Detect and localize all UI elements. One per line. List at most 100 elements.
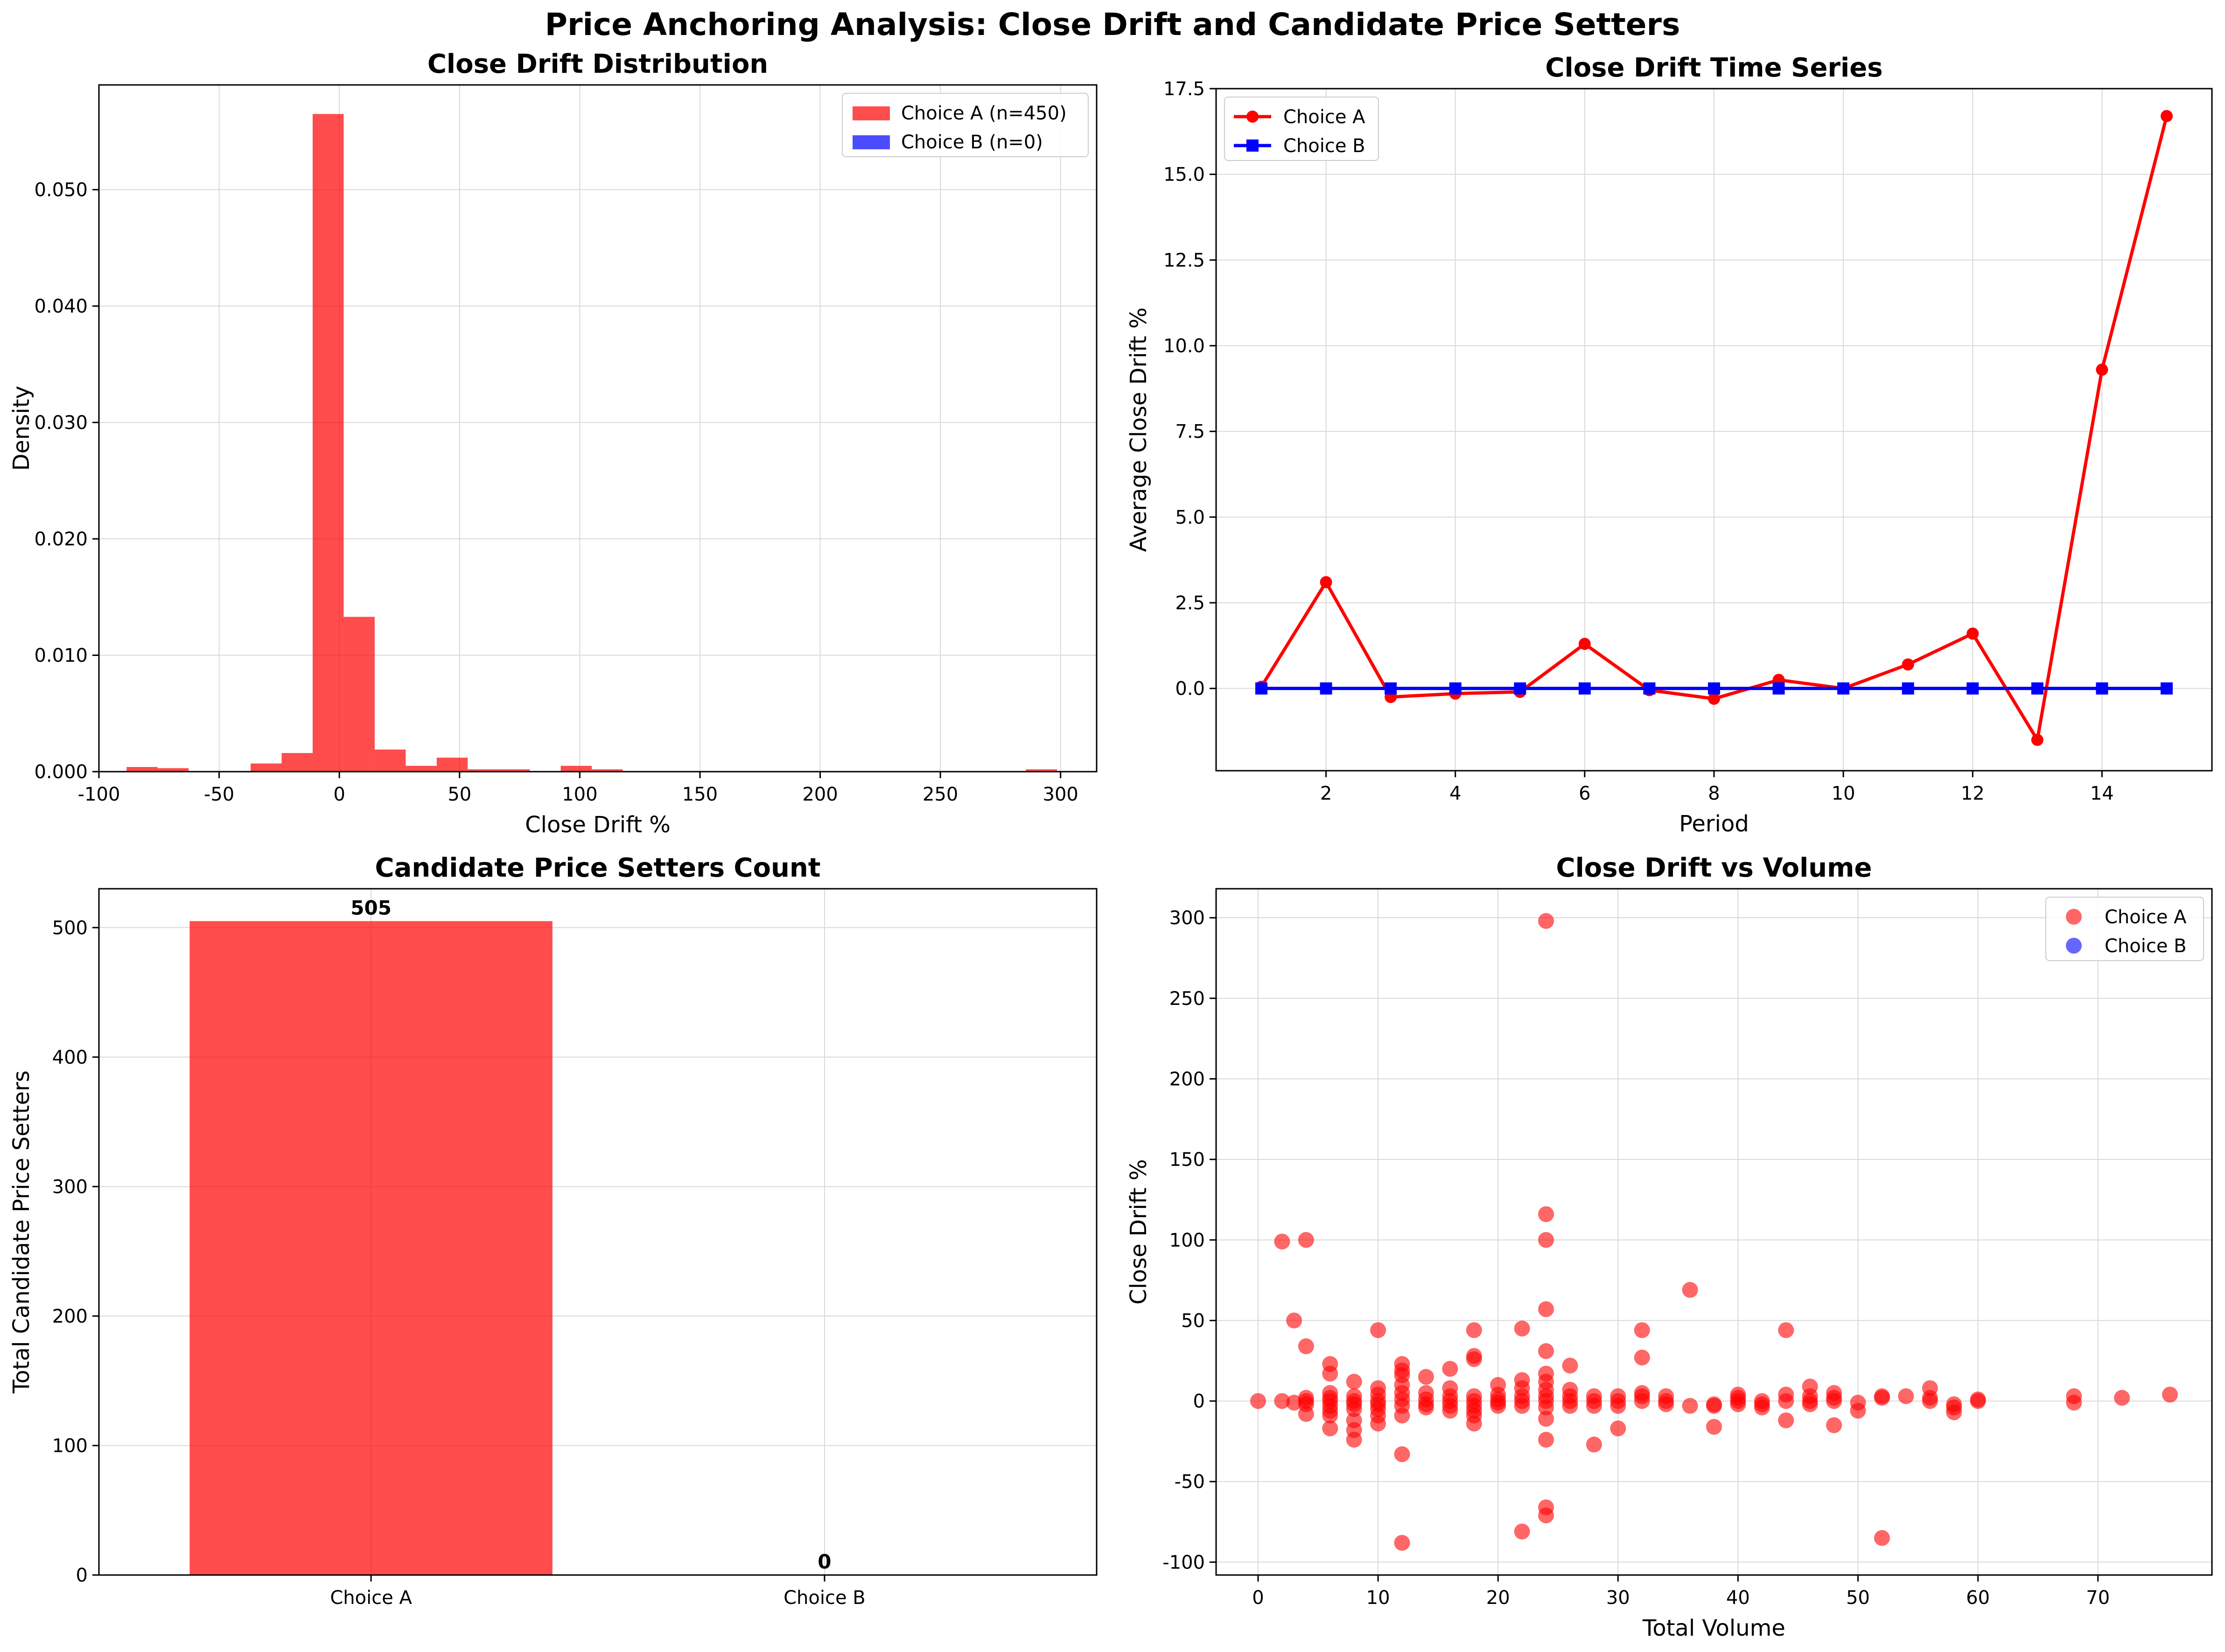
scatter-point [1322,1390,1338,1406]
y-tick-label: 0.0 [1175,678,1205,700]
y-tick-label: 5.0 [1175,507,1205,528]
scatter-point [1298,1393,1314,1409]
scatter-point [1274,1393,1290,1409]
scatter-point [1754,1399,1770,1415]
scatter-point [1634,1322,1650,1338]
scatter-point [1538,1301,1554,1317]
y-tick-label: 100 [52,1435,88,1457]
line-point [2096,682,2108,695]
x-tick-label: -50 [204,784,234,805]
histogram-bar [406,766,437,772]
chart-panels: -100 -50 0 50 100 150 200 250 3000.0000.0100.020… [8,49,2213,1641]
x-tick-label: 40 [1726,1587,1750,1609]
scatter-point [2066,1394,2082,1411]
axes-frame [1215,888,2213,1576]
y-tick-label: 100 [1169,1230,1205,1251]
scatter-point [1286,1394,1302,1411]
line-point [1772,682,1785,695]
x-tick-label: 70 [2086,1587,2110,1609]
y-axis-label: Total Candidate Price Setters [8,1070,35,1394]
y-tick-label: 12.5 [1163,250,1205,271]
scatter-point [2114,1390,2130,1406]
scatter-point [1538,1343,1554,1359]
legend-entry: Choice A [2105,906,2187,928]
y-tick-label: 500 [52,917,88,939]
y-tick-label: 50 [1181,1310,1205,1331]
scatter-point [1634,1349,1650,1366]
x-tick-label: 10 [1366,1587,1390,1609]
line-point [1514,682,1526,695]
legend-entry: Choice B [2105,935,2187,957]
x-tick-label: 50 [448,784,471,805]
y-tick-label: 10.0 [1163,335,1205,357]
y-axis-label: Density [8,386,35,471]
scatter-point [1874,1530,1890,1546]
line-point [2161,110,2173,122]
x-tick-label: 12 [1961,783,1985,804]
x-axis-label: Total Volume [1642,1615,1785,1641]
histogram-bar [343,617,375,772]
scatter-point [1250,1393,1266,1409]
scatter-point [1466,1322,1482,1338]
line-point [1320,682,1332,695]
x-tick-label: 50 [1846,1587,1870,1609]
scatter-point [1286,1312,1302,1329]
chart-title: Close Drift Time Series [1545,53,1882,83]
y-tick-label: 200 [52,1306,88,1327]
x-tick-label: 200 [802,784,838,805]
histogram-bar [281,753,313,772]
scatter-point [1538,1411,1554,1427]
scatter-point [1346,1373,1362,1390]
scatter-point [1538,1206,1554,1222]
y-tick-label: 2.5 [1175,592,1205,614]
scatter-point [1394,1446,1410,1463]
x-tick-label: Choice A [330,1587,412,1609]
scatter-point [1610,1398,1626,1414]
line-point [1643,682,1656,695]
y-tick-label: 7.5 [1175,421,1205,443]
scatter-point [1442,1361,1458,1377]
line-point [2031,682,2043,695]
histogram-bar [157,768,189,772]
y-tick-label: 0.040 [34,296,88,317]
scatter-point [1370,1415,1386,1432]
legend-marker [1246,139,1259,152]
x-tick-label: 2 [1320,783,1332,804]
line-point [2161,682,2173,695]
scatter-point [1706,1398,1722,1414]
scatter-point [1322,1408,1338,1424]
scatter-point [1490,1398,1506,1414]
scatter-point [1922,1393,1938,1409]
axes-frame [1215,88,2213,772]
y-tick-label: 0.020 [34,529,88,550]
line-point [1320,576,1332,588]
x-tick-label: 0 [1252,1587,1264,1609]
scatter-point [1514,1320,1530,1337]
y-tick-label: 300 [52,1176,88,1198]
x-tick-label: 8 [1708,783,1720,804]
y-tick-label: 17.5 [1163,78,1205,100]
histogram-bar [436,758,468,772]
figure-title: Price Anchoring Analysis: Close Drift an… [545,7,1680,42]
scatter-point [1418,1399,1434,1415]
x-tick-label: 30 [1606,1587,1630,1609]
panel-close-drift-time-series: 2 4 6 8 10 12 14 0.0 2.5 5.0 7.5 10.0 12.5 15.0 17.5 Cl… [1126,53,2213,837]
scatter-point [1322,1420,1338,1436]
y-tick-label: 400 [52,1047,88,1068]
scatter-point [1946,1404,1962,1421]
scatter-point [1442,1402,1458,1419]
bar-value-label: 0 [818,1550,831,1573]
x-tick-label: 150 [682,784,718,805]
scatter-point [1346,1401,1362,1417]
scatter-point [1394,1408,1410,1424]
scatter-point [1586,1436,1602,1453]
chart-title: Candidate Price Setters Count [375,853,820,883]
line-point [2096,363,2108,376]
scatter-point [1802,1396,1818,1412]
line-point [1966,627,1979,640]
legend-marker [2066,909,2082,925]
legend: Choice A Choice B [2045,897,2204,961]
scatter-point [1898,1388,1914,1404]
